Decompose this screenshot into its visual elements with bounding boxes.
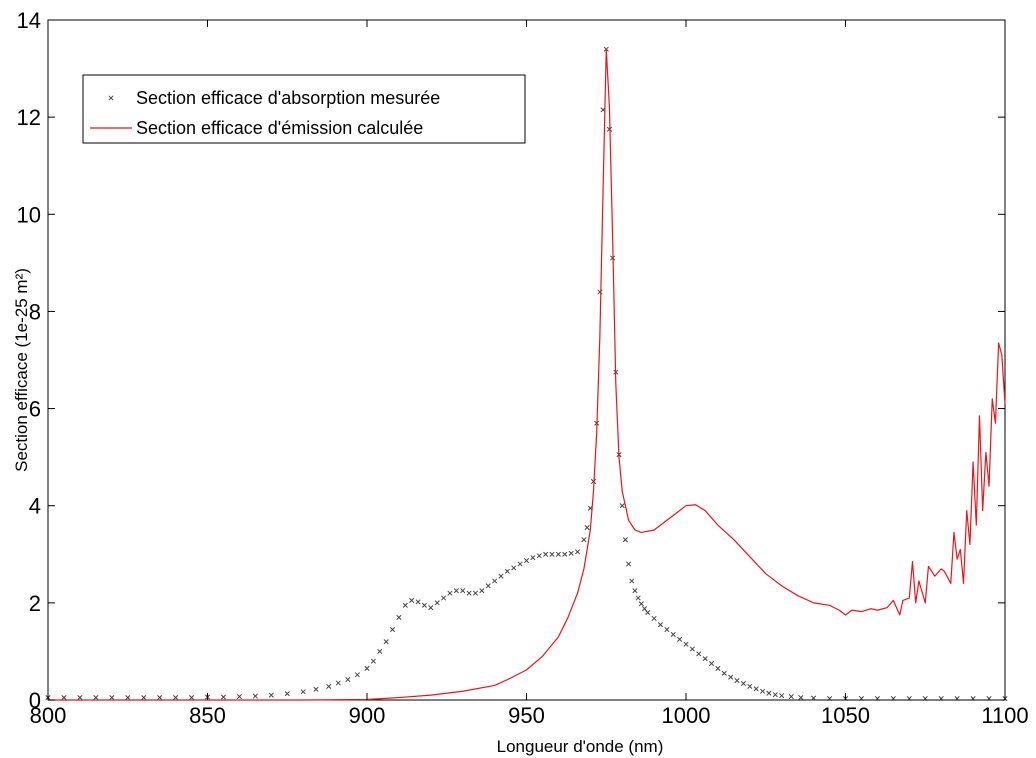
x-tick-label: 850 — [189, 703, 226, 728]
x-axis-label: Longueur d'onde (nm) — [497, 737, 664, 756]
y-tick-label: 10 — [17, 202, 41, 227]
x-tick-label: 950 — [508, 703, 545, 728]
y-tick-label: 12 — [17, 105, 41, 130]
x-tick-label: 1050 — [821, 703, 870, 728]
x-tick-label: 900 — [349, 703, 386, 728]
legend: Section efficace d'absorption mesurée Se… — [83, 75, 525, 143]
y-tick-label: 4 — [29, 494, 41, 519]
y-tick-label: 2 — [29, 591, 41, 616]
legend-absorption-label: Section efficace d'absorption mesurée — [136, 88, 440, 108]
y-tick-label: 0 — [29, 688, 41, 713]
legend-emission-label: Section efficace d'émission calculée — [136, 118, 423, 138]
x-tick-label: 1000 — [662, 703, 711, 728]
x-tick-label: 1100 — [981, 703, 1028, 728]
y-tick-label: 14 — [17, 8, 41, 33]
y-axis-label: Section efficace (1e-25 m²) — [12, 268, 31, 472]
